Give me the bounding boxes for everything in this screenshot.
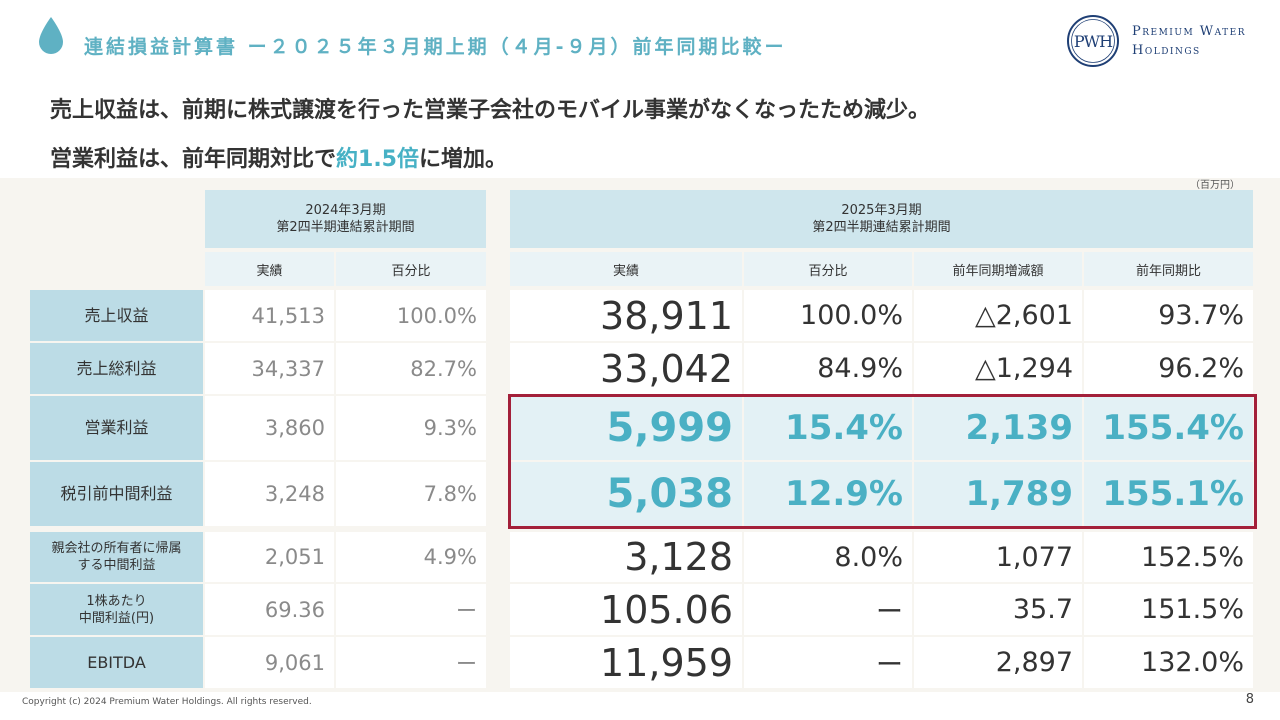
row-label-net-profit-parent: 親会社の所有者に帰属 する中間利益 [30, 532, 203, 582]
header-period-2025-line1: 2025年3月期 [841, 203, 922, 218]
col-header-yoy: 前年同期比 [1084, 252, 1253, 286]
cell-ratio-2025: ー [744, 584, 912, 635]
cell-actual-2024: 34,337 [205, 343, 334, 394]
cell-actual-2024: 3,860 [205, 396, 334, 460]
cell-ratio-2024: ー [336, 637, 486, 688]
cell-ratio-2024: 82.7% [336, 343, 486, 394]
cell-actual-2024: 41,513 [205, 290, 334, 341]
row-label-ebitda: EBITDA [30, 637, 203, 688]
cell-change: △1,294 [914, 343, 1082, 394]
row-label-line1: 親会社の所有者に帰属 [51, 541, 182, 556]
cell-change: △2,601 [914, 290, 1082, 341]
cell-change: 35.7 [914, 584, 1082, 635]
cell-yoy: 155.4% [1084, 396, 1253, 460]
water-drop-icon [39, 17, 63, 54]
row-label-line1: 1株あたり [86, 593, 147, 609]
row-label-pretax-profit: 税引前中間利益 [30, 462, 203, 526]
lead-line-2: 営業利益は、前年同期対比で約1.5倍に増加。 [50, 141, 507, 173]
cell-ratio-2024: ー [336, 584, 486, 635]
cell-ratio-2025: ー [744, 637, 912, 688]
cell-ratio-2024: 4.9% [336, 532, 486, 582]
cell-yoy: 155.1% [1084, 462, 1253, 526]
cell-change: 1,077 [914, 532, 1082, 582]
cell-actual-2024: 9,061 [205, 637, 334, 688]
cell-actual-2025: 3,128 [510, 532, 742, 582]
row-label-gross-profit: 売上総利益 [30, 343, 203, 394]
copyright: Copyright (c) 2024 Premium Water Holding… [22, 697, 312, 707]
header-period-2025: 2025年3月期 第2四半期連結累計期間 [510, 190, 1253, 248]
lead-line-2-prefix: 営業利益は、前年同期対比で [50, 147, 337, 172]
cell-actual-2025: 38,911 [510, 290, 742, 341]
header-period-2024-line2: 第2四半期連結累計期間 [276, 220, 415, 235]
cell-ratio-2024: 100.0% [336, 290, 486, 341]
col-header-ratio-2024: 百分比 [336, 252, 486, 286]
col-header-change: 前年同期増減額 [914, 252, 1082, 286]
cell-actual-2025: 5,999 [510, 396, 742, 460]
cell-change: 1,789 [914, 462, 1082, 526]
cell-change: 2,897 [914, 637, 1082, 688]
cell-ratio-2025: 12.9% [744, 462, 912, 526]
cell-yoy: 151.5% [1084, 584, 1253, 635]
cell-yoy: 96.2% [1084, 343, 1253, 394]
cell-change: 2,139 [914, 396, 1082, 460]
cell-ratio-2025: 84.9% [744, 343, 912, 394]
cell-yoy: 132.0% [1084, 637, 1253, 688]
cell-actual-2024: 2,051 [205, 532, 334, 582]
logo-letters: PWH [1074, 32, 1113, 51]
cell-ratio-2024: 7.8% [336, 462, 486, 526]
logo-line2: Holdings [1132, 43, 1201, 58]
unit-label: （百万円） [1190, 180, 1240, 191]
col-header-actual-2024: 実績 [205, 252, 334, 286]
header-period-2024-line1: 2024年3月期 [305, 203, 386, 218]
cell-actual-2025: 11,959 [510, 637, 742, 688]
cell-ratio-2025: 15.4% [744, 396, 912, 460]
logo-line1: Premium Water [1132, 24, 1247, 39]
row-label-line2: 中間利益(円) [78, 610, 155, 626]
row-label-line2: する中間利益 [77, 558, 156, 573]
header-period-2025-line2: 第2四半期連結累計期間 [812, 220, 951, 235]
col-header-actual-2025: 実績 [510, 252, 742, 286]
cell-ratio-2025: 100.0% [744, 290, 912, 341]
cell-actual-2025: 105.06 [510, 584, 742, 635]
cell-yoy: 93.7% [1084, 290, 1253, 341]
row-label-eps: 1株あたり 中間利益(円) [30, 584, 203, 635]
lead-line-1: 売上収益は、前期に株式譲渡を行った営業子会社のモバイル事業がなくなったため減少。 [50, 98, 931, 123]
cell-actual-2025: 5,038 [510, 462, 742, 526]
row-label-revenue: 売上収益 [30, 290, 203, 341]
header-period-2024: 2024年3月期 第2四半期連結累計期間 [205, 190, 486, 248]
col-header-ratio-2025: 百分比 [744, 252, 912, 286]
cell-actual-2025: 33,042 [510, 343, 742, 394]
page-number: 8 [1245, 692, 1254, 707]
lead-line-2-highlight: 約1.5倍 [336, 147, 419, 172]
row-label-operating-profit: 営業利益 [30, 396, 203, 460]
cell-yoy: 152.5% [1084, 532, 1253, 582]
page-title: 連結損益計算書 ー２０２５年３月期上期（４月-９月）前年同期比較ー [84, 36, 787, 58]
cell-actual-2024: 3,248 [205, 462, 334, 526]
cell-ratio-2025: 8.0% [744, 532, 912, 582]
cell-actual-2024: 69.36 [205, 584, 334, 635]
pwh-emblem-icon: PWH [1067, 15, 1119, 67]
cell-ratio-2024: 9.3% [336, 396, 486, 460]
lead-line-2-suffix: に増加。 [419, 147, 508, 172]
company-logo: PWH Premium Water Holdings [1066, 14, 1246, 68]
